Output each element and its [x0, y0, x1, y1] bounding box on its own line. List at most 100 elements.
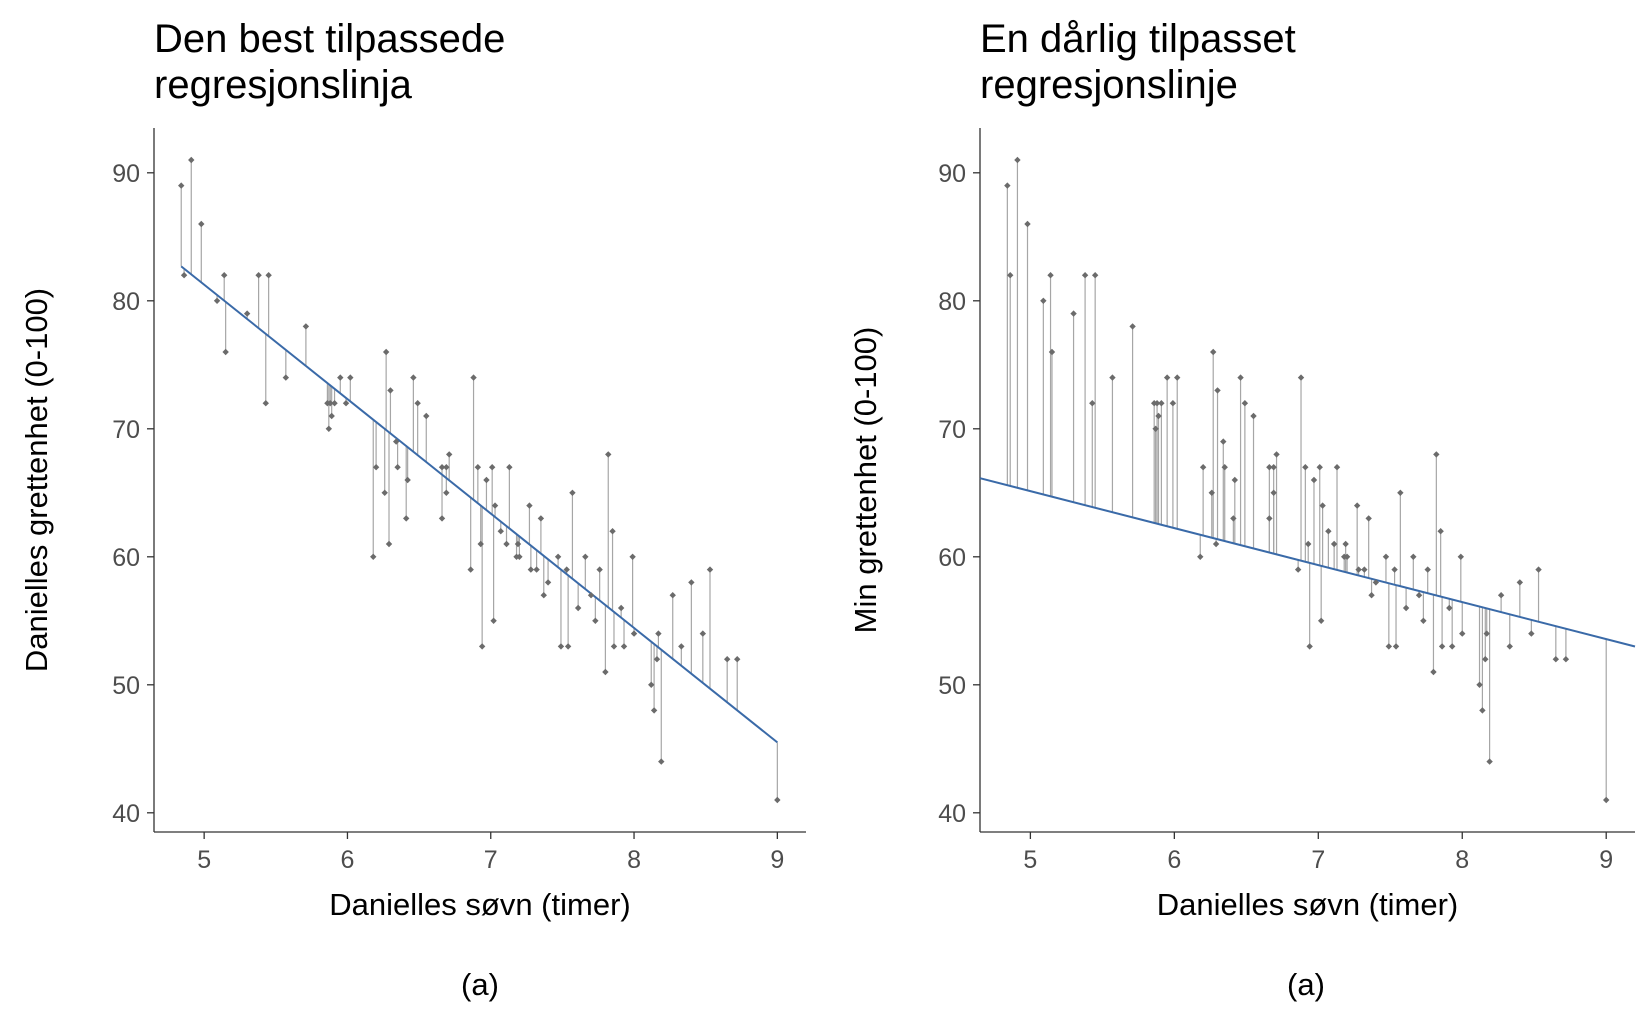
chart-title-line-1: En dårlig tilpasset: [980, 17, 1296, 61]
data-point: [1174, 374, 1181, 381]
data-point: [1047, 272, 1054, 279]
x-tick-label: 5: [197, 846, 211, 874]
data-point: [1397, 489, 1404, 496]
data-point: [1310, 476, 1318, 484]
data-point: [699, 630, 707, 637]
data-point: [650, 707, 658, 714]
data-point: [1385, 643, 1393, 650]
data-point: [1109, 374, 1116, 381]
x-axis-label: Danielles søvn (timer): [1157, 887, 1458, 922]
data-point: [669, 592, 676, 599]
y-tick-label: 60: [938, 544, 966, 572]
data-point: [1040, 297, 1047, 304]
data-point: [1483, 630, 1490, 637]
y-tick-label: 80: [938, 288, 966, 316]
data-point: [1306, 643, 1313, 650]
data-point: [655, 630, 662, 637]
data-point: [1302, 464, 1309, 471]
data-point: [1199, 464, 1207, 471]
data-point: [483, 476, 490, 484]
data-point: [1024, 220, 1031, 228]
data-point: [1214, 387, 1221, 394]
x-tick-label: 9: [1599, 846, 1613, 874]
data-point: [382, 348, 390, 356]
data-point: [1153, 400, 1161, 407]
data-point: [188, 156, 195, 164]
data-point: [617, 604, 625, 612]
data-point: [1424, 566, 1431, 573]
data-point: [1197, 553, 1204, 560]
data-point: [1372, 579, 1380, 586]
x-tick-label: 6: [340, 846, 354, 874]
y-tick-label: 40: [112, 800, 140, 828]
data-point: [564, 643, 572, 650]
data-point: [723, 656, 731, 663]
data-point: [325, 425, 333, 432]
data-point: [403, 515, 410, 522]
data-point: [596, 566, 603, 573]
data-point: [262, 400, 269, 407]
data-point: [445, 451, 453, 458]
data-point: [1330, 540, 1338, 548]
data-point: [1270, 489, 1277, 496]
data-point: [658, 758, 665, 765]
data-point: [443, 464, 450, 471]
data-point: [221, 272, 228, 279]
data-point: [554, 553, 562, 560]
data-point: [438, 464, 446, 471]
x-tick-label: 8: [1455, 846, 1469, 874]
data-point: [557, 643, 565, 650]
data-point: [1014, 156, 1021, 164]
data-point: [1415, 592, 1423, 599]
data-point: [1365, 515, 1372, 522]
data-point: [255, 272, 262, 279]
data-point: [563, 566, 570, 573]
data-point: [1129, 323, 1136, 330]
data-point: [602, 668, 609, 676]
data-point: [648, 681, 655, 688]
y-axis-label: Min grettenhet (0-100): [848, 327, 883, 634]
data-point: [443, 489, 450, 496]
data-point: [381, 489, 388, 496]
x-axis-label: Danielles søvn (timer): [329, 887, 630, 922]
data-point: [180, 272, 188, 279]
data-point: [540, 592, 547, 599]
data-point: [222, 348, 229, 356]
data-point: [609, 528, 616, 535]
data-point: [198, 220, 205, 228]
data-point: [1486, 758, 1493, 765]
data-point: [1158, 400, 1165, 407]
data-point: [477, 540, 484, 548]
chart-title-line-1: Den best tilpassede: [154, 17, 505, 61]
data-point: [1528, 630, 1535, 637]
data-point: [506, 464, 513, 471]
data-point: [1368, 592, 1375, 599]
data-point: [503, 540, 510, 548]
data-point: [582, 553, 589, 560]
data-point: [410, 374, 417, 381]
data-point: [1155, 412, 1162, 420]
data-point: [514, 540, 522, 548]
data-point: [387, 387, 394, 394]
data-point: [1391, 566, 1398, 573]
data-point: [574, 604, 582, 612]
data-point: [630, 630, 638, 637]
data-point: [1562, 656, 1570, 663]
chart-title-line-2: regresjonslinje: [980, 63, 1238, 107]
data-point: [592, 617, 599, 624]
data-point: [620, 643, 628, 650]
data-point: [774, 796, 781, 804]
y-tick-label: 70: [938, 416, 966, 444]
y-tick-label: 90: [112, 160, 140, 188]
y-tick-label: 60: [112, 544, 140, 572]
data-point: [1410, 553, 1417, 560]
data-point: [394, 464, 401, 471]
data-point: [1448, 643, 1456, 650]
data-point: [1497, 592, 1505, 599]
data-point: [1552, 656, 1560, 663]
panel-caption: (a): [461, 967, 499, 1002]
x-tick-label: 5: [1023, 846, 1037, 874]
data-point: [526, 502, 533, 509]
